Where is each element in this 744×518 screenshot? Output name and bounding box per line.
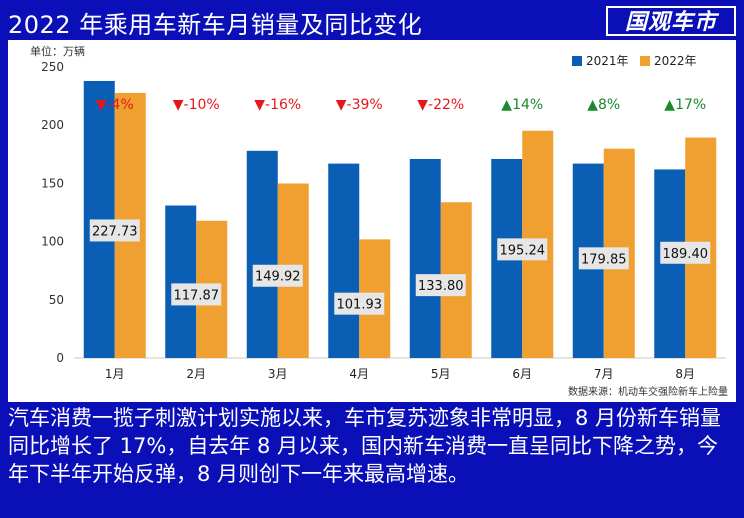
x-tick-label: 5月 — [431, 367, 451, 381]
data-label: 149.92 — [255, 270, 301, 285]
legend-swatch — [572, 56, 582, 66]
yoy-label: ▼-39% — [336, 97, 383, 113]
data-label-box — [578, 247, 629, 270]
yoy-label: ▲14% — [501, 97, 543, 113]
bar-2021年-4月 — [328, 163, 360, 358]
yoy-label: ▼-10% — [173, 97, 220, 113]
data-label-box — [171, 283, 222, 306]
brand-logo: 国观车市 — [606, 6, 736, 36]
data-label: 189.40 — [663, 247, 709, 262]
x-tick-label: 6月 — [512, 367, 532, 381]
page-title: 2022 年乘用车新车月销量及同比变化 — [8, 11, 423, 39]
unit-label: 单位：万辆 — [30, 45, 85, 58]
data-label: 227.73 — [92, 224, 138, 239]
data-label: 195.24 — [500, 243, 546, 258]
data-label-box — [334, 292, 385, 315]
data-label-box — [415, 274, 466, 297]
source-note: 数据来源：机动车交强险新车上险量 — [568, 387, 728, 398]
data-label: 117.87 — [174, 288, 220, 303]
yoy-label: ▲8% — [587, 97, 620, 113]
data-label: 133.80 — [418, 279, 464, 294]
data-label-box — [497, 238, 548, 261]
body-paragraph: 汽车消费一揽子刺激计划实施以来，车市复苏迹象非常明显，8 月份新车销量同比增长了… — [8, 406, 722, 486]
data-label-box — [89, 219, 140, 242]
bar-2021年-5月 — [409, 158, 441, 358]
x-tick-label: 7月 — [594, 367, 614, 381]
x-tick-label: 3月 — [268, 367, 288, 381]
x-tick-label: 4月 — [349, 367, 369, 381]
chart-panel: 0 50 100 150 200 250 1月 ▼-4% 227.73 2月 ▼-10% 117.87… — [8, 40, 736, 402]
yoy-label: ▼-4% — [96, 97, 134, 113]
y-tick-label: 50 — [49, 293, 64, 307]
legend-label: 2022年 — [654, 54, 697, 68]
yoy-label: ▼-22% — [417, 97, 464, 113]
y-tick-label: 200 — [41, 118, 64, 132]
y-tick-label: 0 — [56, 351, 64, 365]
legend-label: 2021年 — [586, 54, 629, 68]
bar-2021年-3月 — [246, 150, 278, 358]
y-tick-label: 100 — [41, 235, 64, 249]
y-tick-label: 250 — [41, 60, 64, 74]
y-tick-label: 150 — [41, 176, 64, 190]
yoy-label: ▲17% — [664, 97, 706, 113]
data-label: 101.93 — [337, 298, 383, 313]
bar-2021年-2月 — [165, 205, 197, 358]
x-tick-label: 1月 — [105, 367, 125, 381]
x-tick-label: 8月 — [675, 367, 695, 381]
data-label: 179.85 — [581, 252, 627, 267]
legend-swatch — [640, 56, 650, 66]
bar-chart: 0 50 100 150 200 250 1月 ▼-4% 227.73 2月 ▼-10% 117.87… — [41, 54, 726, 381]
x-tick-label: 2月 — [186, 367, 206, 381]
yoy-label: ▼-16% — [254, 97, 301, 113]
data-label-box — [252, 264, 303, 287]
data-label-box — [660, 241, 711, 264]
